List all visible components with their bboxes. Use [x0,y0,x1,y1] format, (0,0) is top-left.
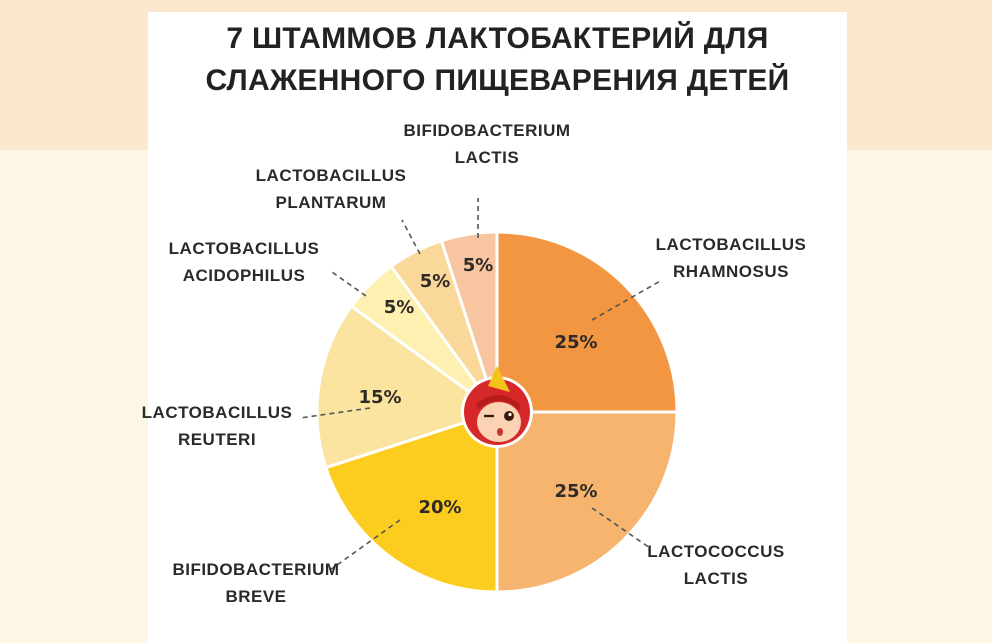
slice-value-label-7: 5% [463,255,494,276]
slice-category-label-line: LACTOBACILLUS [142,403,293,422]
slice-category-label-2: LACTOCOCCUS LACTIS [647,542,784,588]
slice-category-label-line: REUTERI [178,430,256,449]
winking-mascot-icon [461,366,533,448]
leader-line-2 [591,507,651,549]
slice-value-label-1: 25% [554,332,597,353]
slice-category-label-line: LACTOBACILLUS [656,235,807,254]
slice-category-label-1: LACTOBACILLUS RHAMNOSUS [656,235,807,281]
slice-category-label-5: LACTOBACILLUS ACIDOPHILUS [169,239,320,285]
pie-slice-4 [315,304,501,470]
slice-category-label-line: RHAMNOSUS [673,262,789,281]
slice-category-label-line: ACIDOPHILUS [183,266,306,285]
slice-category-label-6: LACTOBACILLUS PLANTARUM [256,166,407,212]
slice-category-label-line: LACTOBACILLUS [256,166,407,185]
leader-line-1 [591,279,663,321]
slice-category-label-7: BIFIDOBACTERIUM LACTIS [403,121,570,167]
slice-value-label-3: 20% [418,497,461,518]
leader-line-5 [331,271,367,297]
slice-category-label-4: LACTOBACILLUS REUTERI [142,403,293,449]
chart-title-line-2: СЛАЖЕННОГО ПИЩЕВАРЕНИЯ ДЕТЕЙ [205,64,790,97]
slice-category-label-3: BIFIDOBACTERIUM BREVE [172,560,339,606]
chart-title-line-1: 7 ШТАММОВ ЛАКТОБАКТЕРИЙ ДЛЯ [226,22,769,55]
slice-category-label-line: LACTOBACILLUS [169,239,320,258]
slice-value-label-4: 15% [358,387,401,408]
leader-line-4 [299,407,371,419]
slice-value-label-6: 5% [420,271,451,292]
pie-slice-2 [495,410,679,594]
leader-line-6 [401,219,421,255]
pie-slice-7 [439,230,499,413]
pie-slice-3 [323,409,499,594]
pie-slice-1 [495,230,679,414]
slice-category-label-line: BREVE [225,587,286,606]
slice-category-label-line: LACTOCOCCUS [647,542,784,561]
chart-title: 7 ШТАММОВ ЛАКТОБАКТЕРИЙ ДЛЯ СЛАЖЕННОГО П… [148,18,847,102]
slice-category-label-line: BIFIDOBACTERIUM [403,121,570,140]
slice-value-label-5: 5% [384,297,415,318]
slice-category-label-line: LACTIS [455,148,519,167]
slice-category-label-line: LACTIS [684,569,748,588]
slice-value-label-2: 25% [554,481,597,502]
slice-category-label-line: BIFIDOBACTERIUM [172,560,339,579]
slice-category-label-line: PLANTARUM [276,193,387,212]
